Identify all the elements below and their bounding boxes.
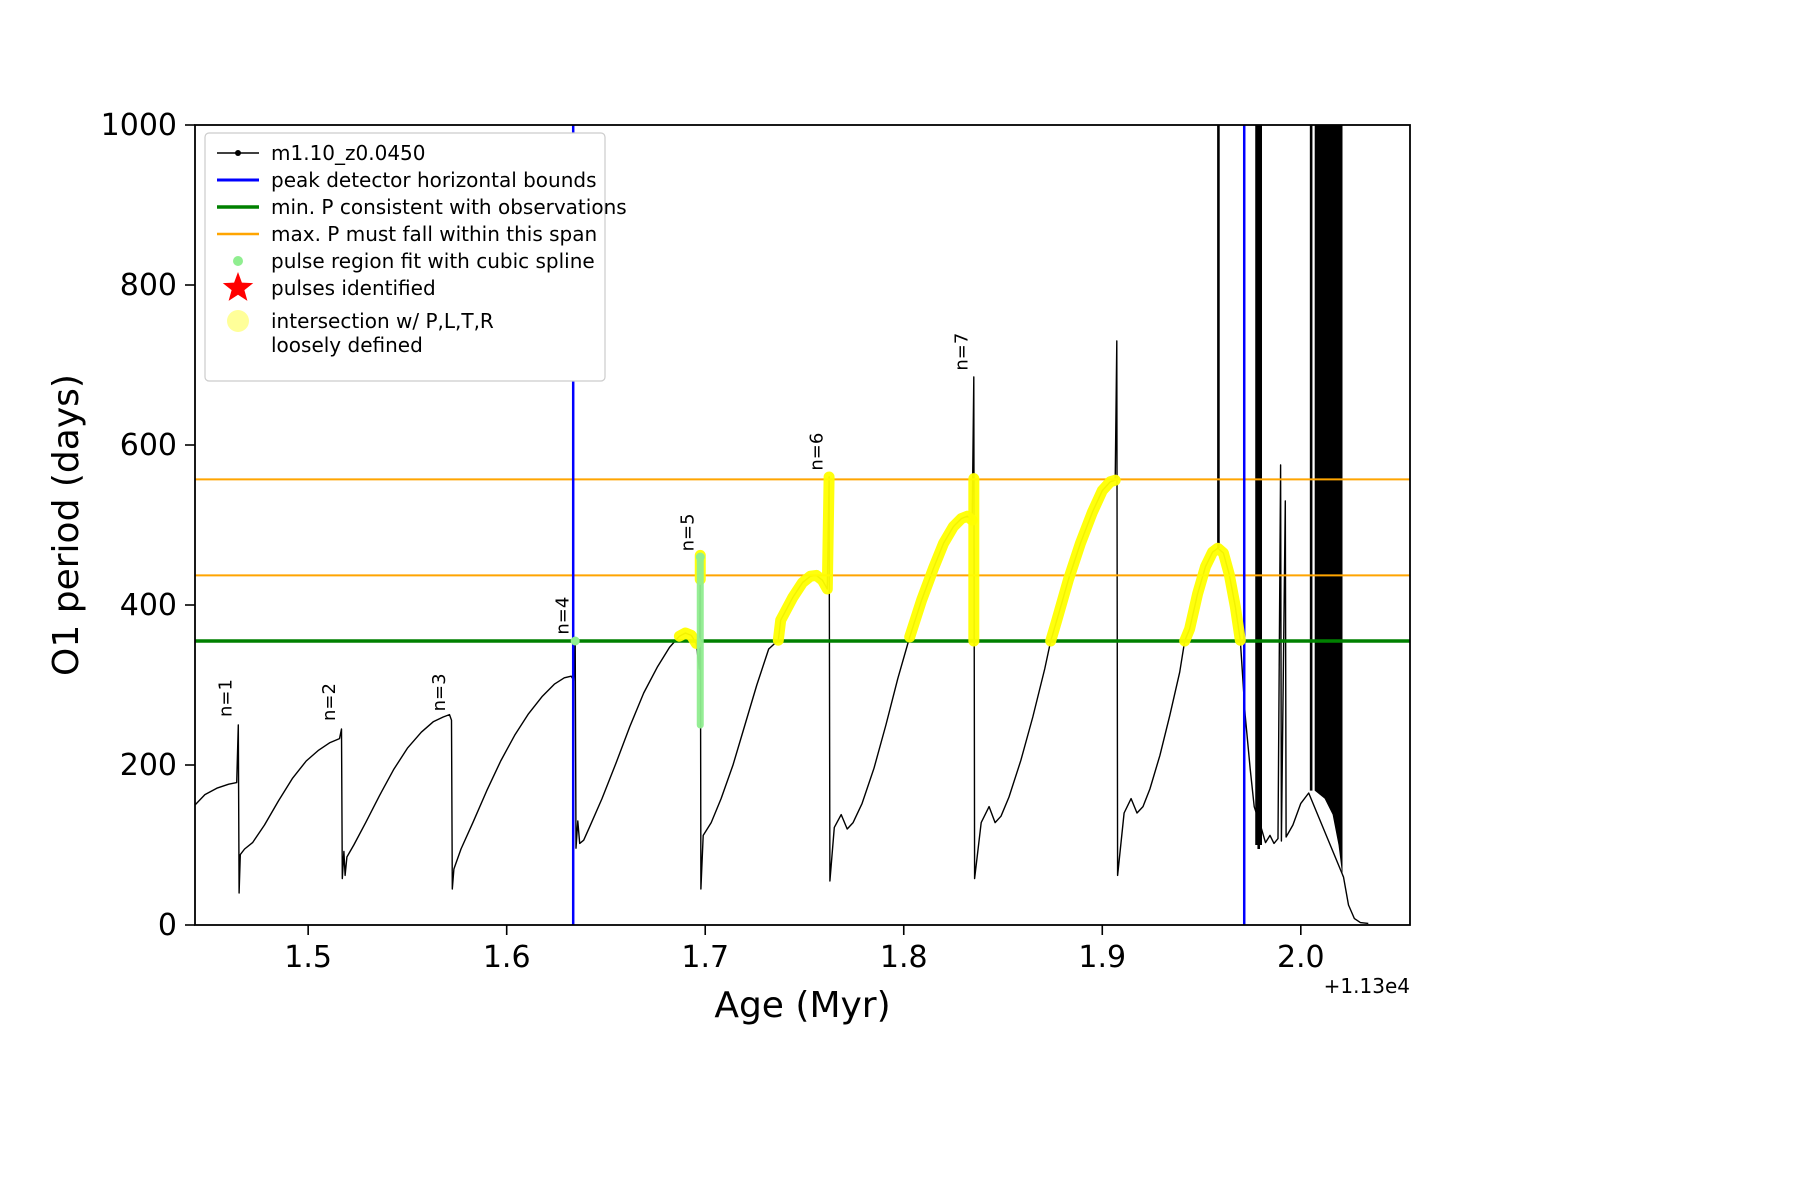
intersection-highlight [673, 627, 702, 649]
x-axis-offset-label: +1.13e4 [1324, 974, 1410, 998]
x-tick-label: 1.9 [1078, 940, 1126, 975]
legend-marker-dot [227, 310, 249, 332]
pulse-label-n2: n=2 [319, 683, 340, 721]
pulse-label-n1: n=1 [216, 679, 237, 717]
x-tick-label: 1.5 [284, 940, 332, 975]
intersection-highlight [1045, 474, 1121, 647]
x-tick-label: 1.8 [880, 940, 928, 975]
intersection-highlight [1179, 542, 1246, 647]
legend-label: intersection w/ P,L,T,R [271, 309, 494, 333]
x-axis-label: Age (Myr) [714, 985, 890, 1026]
dense-oscillation-band [1314, 125, 1343, 877]
axes-frame [194, 124, 1411, 926]
legend-marker-star-icon [222, 272, 254, 301]
x-tick-label: 1.6 [483, 940, 531, 975]
pulse-label-n4: n=4 [553, 597, 574, 635]
pulse-label-n6: n=6 [807, 433, 828, 471]
legend-label: max. P must fall within this span [271, 222, 597, 246]
y-tick-label: 600 [120, 428, 177, 463]
y-tick-label: 1000 [101, 108, 177, 143]
pulse-label-n7: n=7 [951, 333, 972, 371]
pulse-label-n5: n=5 [678, 513, 699, 551]
y-tick-label: 400 [120, 588, 177, 623]
x-tick-label: 1.7 [681, 940, 729, 975]
x-tick-label: 2.0 [1277, 940, 1325, 975]
legend-label: min. P consistent with observations [271, 195, 627, 219]
legend-marker-dot [235, 150, 241, 156]
plot-area: n=1 n=2 n=3 n=4 n=5 n=6 n=7 [195, 125, 1410, 925]
legend-label: loosely defined [271, 333, 423, 357]
y-tick-label: 200 [120, 748, 177, 783]
intersection-highlight [904, 510, 978, 643]
legend-label: m1.10_z0.0450 [271, 141, 426, 165]
legend-label: peak detector horizontal bounds [271, 168, 597, 192]
y-tick-label: 0 [158, 908, 177, 943]
spline-fit-marker [695, 552, 705, 562]
y-axis-label: O1 period (days) [46, 374, 87, 676]
pulse-label-n3: n=3 [429, 673, 450, 711]
spline-fit-marker [570, 636, 580, 646]
legend-marker-dot [233, 256, 243, 266]
axes: 1.5 1.6 1.7 1.8 1.9 2.0 0 200 400 600 800 1000 Age (… [46, 108, 1411, 1026]
intersection-highlight [772, 471, 835, 646]
legend-frame [204, 132, 606, 382]
legend-label: pulse region fit with cubic spline [271, 249, 595, 273]
y-tick-label: 800 [120, 268, 177, 303]
legend-label: pulses identified [271, 276, 436, 300]
